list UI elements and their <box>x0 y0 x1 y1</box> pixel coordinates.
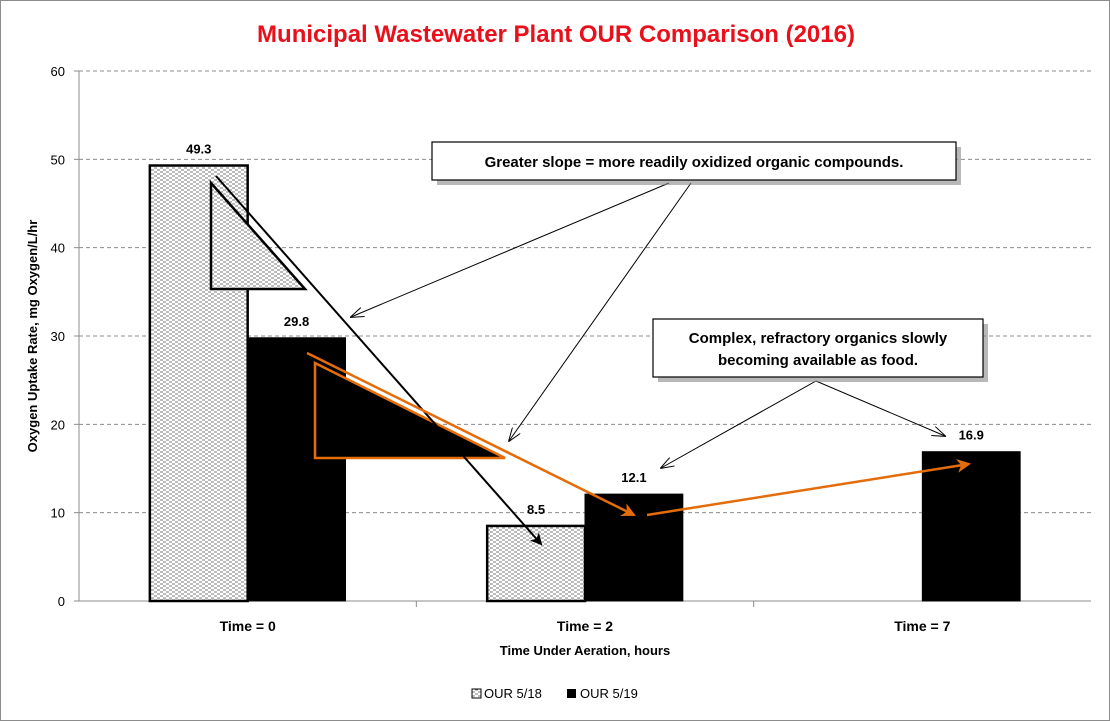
y-tick-label: 60 <box>51 64 65 79</box>
y-axis-title: Oxygen Uptake Rate, mg Oxygen/L/hr <box>25 220 40 453</box>
data-label: 29.8 <box>284 314 309 329</box>
slope-triangle-5-19 <box>313 360 506 460</box>
annotation-slope-text: Greater slope = more readily oxidized or… <box>485 154 904 171</box>
callout-pointer <box>351 182 670 317</box>
legend: OUR 5/18 OUR 5/19 <box>471 686 638 701</box>
data-label: 49.3 <box>186 142 211 157</box>
chart-title: Municipal Wastewater Plant OUR Compariso… <box>257 21 855 48</box>
x-tick-label: Time = 0 <box>220 618 276 634</box>
data-label: 8.5 <box>527 502 545 517</box>
y-tick-label: 20 <box>51 417 65 432</box>
callout-pointer <box>509 182 692 441</box>
annotation-slope: Greater slope = more readily oxidized or… <box>431 141 961 185</box>
x-axis-title: Time Under Aeration, hours <box>500 643 670 658</box>
annotation-refractory-line1: Complex, refractory organics slowly <box>689 330 948 347</box>
y-tick-label: 40 <box>51 241 65 256</box>
trend-arrow-5-19-decline <box>306 351 636 517</box>
legend-label-our-5-18: OUR 5/18 <box>484 686 542 701</box>
trend-arrow-5-19-rise <box>646 458 971 517</box>
callout-pointer <box>661 380 817 468</box>
bar-our-5-19 <box>921 451 1021 602</box>
y-tick-label: 0 <box>58 594 65 609</box>
category-labels: Time = 0 Time = 2 Time = 7 <box>220 618 951 634</box>
data-labels: 49.3 29.8 8.5 12.1 16.9 <box>186 142 984 517</box>
callout-pointer <box>815 380 945 436</box>
y-tick-labels: 0 10 20 30 40 50 60 <box>51 64 65 609</box>
x-tick-label: Time = 7 <box>894 618 950 634</box>
y-tick-label: 50 <box>51 152 65 167</box>
y-tick-label: 30 <box>51 329 65 344</box>
y-tick-label: 10 <box>51 506 65 521</box>
legend-swatch-our-5-18 <box>471 688 482 699</box>
data-label: 12.1 <box>621 470 646 485</box>
x-tick-label: Time = 2 <box>557 618 613 634</box>
data-label: 16.9 <box>959 428 984 443</box>
annotation-refractory-line2: becoming available as food. <box>718 352 918 369</box>
legend-label-our-5-19: OUR 5/19 <box>580 686 638 701</box>
bar-our-5-19 <box>584 493 684 602</box>
annotation-refractory: Complex, refractory organics slowly beco… <box>652 318 988 382</box>
bars <box>148 164 1021 603</box>
slope-triangle-5-18 <box>209 179 308 291</box>
trend-arrow-5-18 <box>215 175 543 546</box>
legend-swatch-our-5-19 <box>567 689 576 698</box>
